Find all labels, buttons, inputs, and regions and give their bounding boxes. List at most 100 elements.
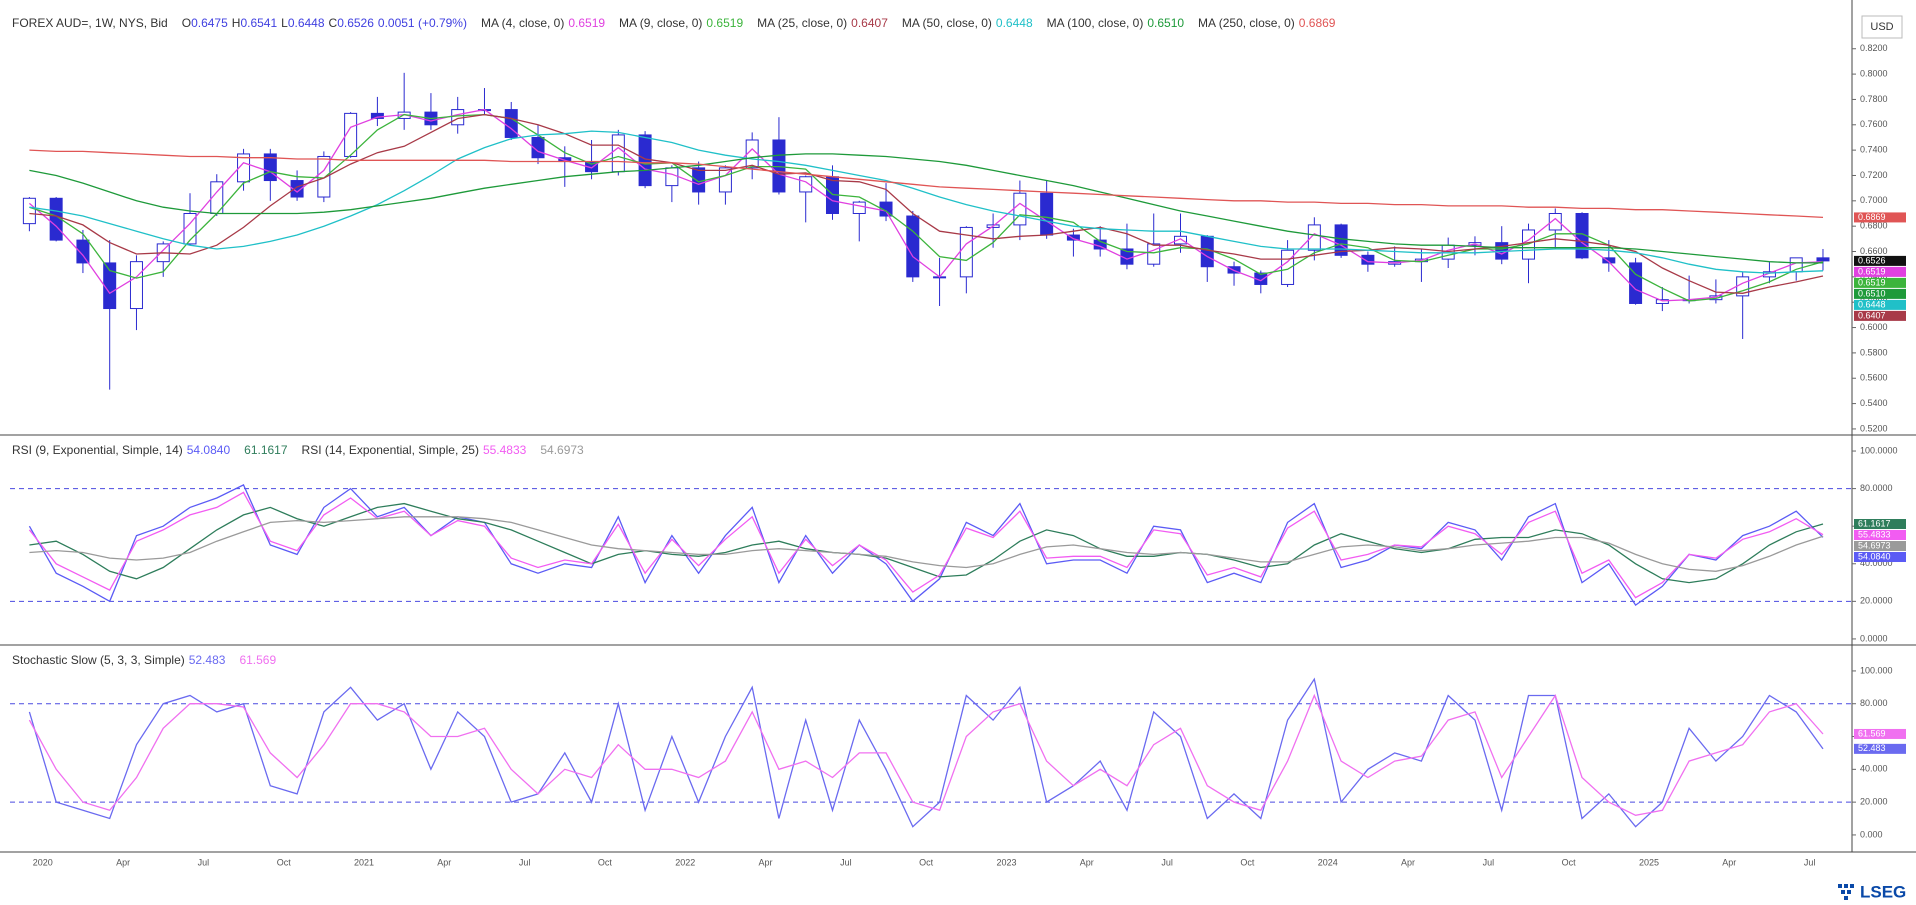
logo: LSEG — [1860, 882, 1906, 901]
legend-value: 52.483 — [188, 653, 226, 667]
series-line — [28, 677, 1824, 828]
price-badge-label: 55.4833 — [1858, 529, 1891, 539]
x-tick-label: 2020 — [33, 857, 53, 867]
candle-body — [129, 261, 143, 310]
candle-body — [1361, 254, 1375, 265]
quote-value: 0.6448 — [287, 16, 325, 30]
candle-body — [451, 109, 465, 126]
price-badge — [1854, 266, 1906, 277]
legend-value: 0.6510 — [1147, 16, 1185, 30]
series-line — [28, 108, 1824, 302]
y-tick-label: 80.0000 — [1860, 483, 1893, 493]
legend-value: 0.6519 — [706, 16, 744, 30]
y-tick-label: 40.000 — [1860, 764, 1888, 774]
candle-body — [1816, 257, 1830, 262]
x-tick-label: Jul — [1804, 857, 1816, 867]
legend-name: MA (100, close, 0) — [1046, 16, 1144, 30]
price-badge-label: 0.6526 — [1858, 255, 1886, 265]
y-tick-label: 0.7800 — [1860, 94, 1888, 104]
legend-name: MA (4, close, 0) — [480, 16, 565, 30]
candle-body — [852, 201, 866, 214]
y-tick-label: 0.6000 — [1860, 322, 1888, 332]
y-tick-label: 20.000 — [1860, 797, 1888, 807]
y-tick-label: 0.6800 — [1860, 221, 1888, 231]
price-badge — [1854, 212, 1906, 223]
price-badge-label: 52.483 — [1858, 743, 1886, 753]
legend-value: 55.4833 — [482, 443, 527, 457]
legend-name: MA (50, close, 0) — [901, 16, 992, 30]
x-tick-label: Apr — [1401, 857, 1415, 867]
quote-value: 0.6541 — [240, 16, 278, 30]
price-badge-label: 0.6448 — [1858, 299, 1886, 309]
currency-box — [1861, 15, 1903, 39]
legend-name: MA (25, close, 0) — [757, 16, 848, 30]
price-badge-label: 0.6519 — [1858, 277, 1886, 287]
y-tick-label: 0.5800 — [1860, 347, 1888, 357]
price-badge — [1854, 552, 1906, 563]
candle-body — [1013, 192, 1027, 226]
candle-body — [638, 134, 652, 187]
series-line — [29, 130, 1824, 274]
x-tick-label: Oct — [1562, 857, 1577, 867]
price-badge — [1854, 255, 1906, 266]
legend-name: RSI (9, Exponential, Simple, 14) — [12, 443, 183, 457]
candle-body — [237, 153, 251, 183]
legend-value: 54.6973 — [540, 443, 584, 457]
y-tick-label: 20.0000 — [1860, 596, 1893, 606]
y-tick-label: 0.0000 — [1860, 633, 1888, 643]
price-badge — [1854, 728, 1906, 739]
legend-value: 0.6407 — [851, 16, 888, 30]
candle-body — [1307, 224, 1321, 251]
candle-body — [1066, 234, 1080, 241]
symbol: FOREX AUD=, 1W, NYS, Bid — [12, 16, 168, 30]
x-tick-label: Apr — [116, 857, 130, 867]
legend-name: Stochastic Slow (5, 3, 3, Simple) — [12, 653, 185, 667]
x-tick-label: 2025 — [1639, 857, 1659, 867]
legend-value: 61.569 — [239, 653, 277, 667]
x-tick-label: Jul — [840, 857, 852, 867]
candle-body — [1655, 299, 1669, 304]
series-line — [29, 113, 1824, 294]
quote-value: 0.6475 — [191, 16, 228, 30]
y-tick-label: 0.7600 — [1860, 119, 1888, 129]
legend-value: 61.1617 — [244, 443, 288, 457]
candle-body — [1602, 257, 1616, 264]
price-badge-label: 0.6519 — [1858, 266, 1886, 276]
x-tick-label: 2022 — [675, 857, 695, 867]
legend-value: 0.6869 — [1298, 16, 1336, 30]
candle-body — [1040, 192, 1054, 236]
x-tick-label: Oct — [277, 857, 292, 867]
candle-body — [370, 112, 384, 119]
x-tick-label: Oct — [919, 857, 934, 867]
legend-value: 0.6448 — [995, 16, 1033, 30]
x-tick-label: Oct — [598, 857, 613, 867]
y-tick-label: 0.7200 — [1860, 170, 1888, 180]
legend-name: MA (9, close, 0) — [619, 16, 703, 30]
legend-name: RSI (14, Exponential, Simple, 25) — [301, 443, 479, 457]
candle-body — [76, 239, 90, 264]
legend-name: MA (250, close, 0) — [1198, 16, 1295, 30]
x-tick-label: Jul — [519, 857, 531, 867]
legend: FOREX AUD=, 1W, NYS, Bid O0.6475 H0.6541 L0… — [12, 16, 1349, 30]
x-tick-label: 2024 — [1318, 857, 1338, 867]
series-line — [29, 502, 1824, 584]
price-badge-label: 0.6407 — [1858, 310, 1886, 320]
y-tick-label: 0.5400 — [1860, 398, 1888, 408]
series-line — [28, 491, 1824, 599]
series-line — [29, 153, 1823, 264]
quote-change: 0.0051 (+0.79%) — [377, 16, 467, 30]
series-line — [29, 113, 1824, 302]
price-badge — [1854, 519, 1906, 530]
price-badge-label: 54.0840 — [1858, 551, 1891, 561]
y-tick-label: 40.0000 — [1860, 558, 1893, 568]
x-tick-label: Oct — [1240, 857, 1255, 867]
legend: RSI (9, Exponential, Simple, 14) 54.0840 6… — [12, 443, 598, 457]
candle-body — [290, 180, 304, 198]
y-tick-label: 0.8200 — [1860, 43, 1888, 53]
x-tick-label: Jul — [1161, 857, 1173, 867]
series-line — [28, 693, 1824, 816]
y-tick-label: 0.7000 — [1860, 195, 1888, 205]
quote-label: L — [281, 16, 288, 30]
